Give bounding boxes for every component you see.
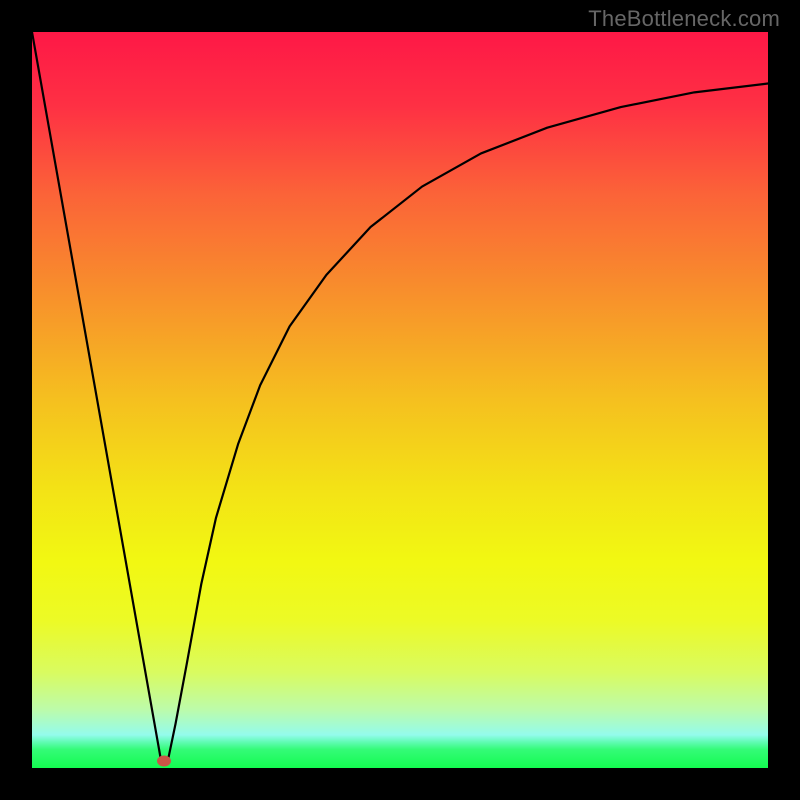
plot-area — [32, 32, 768, 768]
watermark-text: TheBottleneck.com — [588, 6, 780, 32]
optimal-point-marker — [157, 755, 171, 766]
bottleneck-curve — [32, 32, 768, 768]
